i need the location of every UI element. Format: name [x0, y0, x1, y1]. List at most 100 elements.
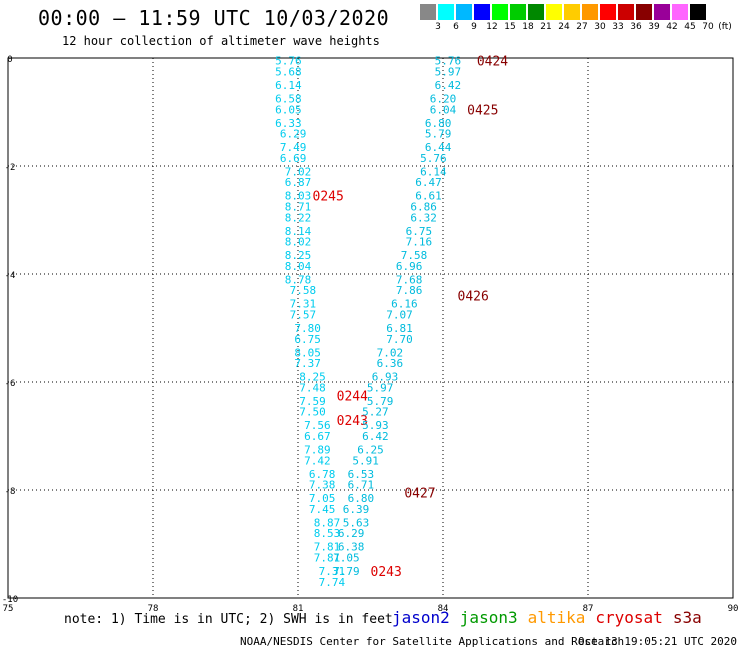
color-scale-swatch [672, 4, 688, 20]
time-label: 0245 [313, 190, 344, 205]
wave-height-label: 7.79 [333, 565, 360, 578]
time-label: 0243 [337, 414, 368, 429]
color-scale-unit: (ft) [718, 22, 732, 32]
wave-height-label: 6.29 [338, 527, 365, 540]
wave-height-label: 7.80 [294, 322, 321, 335]
wave-height-label: 6.29 [280, 128, 307, 141]
wave-height-label: 6.75 [406, 225, 433, 238]
color-scale-label: 15 [504, 22, 516, 32]
wave-height-label: 8.25 [285, 249, 312, 262]
wave-height-label: 6.86 [410, 201, 437, 214]
wave-height-label: 5.63 [343, 516, 370, 529]
wave-height-label: 6.80 [425, 117, 452, 130]
time-label: 0243 [371, 565, 402, 580]
wave-height-label: 7.68 [396, 273, 423, 286]
wave-height-label: 7.45 [309, 503, 336, 516]
wave-height-label: 7.81 [314, 552, 341, 565]
wave-height-label: 5.93 [362, 419, 389, 432]
wave-height-label: 7.49 [280, 141, 307, 154]
wave-height-label: 6.25 [357, 444, 384, 457]
time-label: 0427 [404, 487, 435, 502]
wave-height-label: 6.20 [430, 93, 457, 106]
wave-height-label: 7.42 [304, 454, 331, 467]
wave-height-label: 6.36 [377, 357, 404, 370]
x-tick-label: 78 [148, 604, 159, 614]
color-scale-swatch [690, 4, 706, 20]
color-scale-swatch [456, 4, 472, 20]
wave-height-label: 6.81 [386, 322, 413, 335]
wave-height-label: 7.07 [386, 309, 413, 322]
wave-height-label: 8.87 [314, 516, 341, 529]
wave-height-label: 7.70 [386, 333, 413, 346]
wave-height-label: 5.76 [435, 55, 462, 68]
wave-height-label: 6.32 [410, 211, 437, 224]
time-label: 0426 [458, 290, 489, 305]
color-scale-label: 24 [558, 22, 570, 32]
satellite-legend-item: altika [527, 608, 586, 627]
color-scale-swatch [636, 4, 652, 20]
color-scale-label: 70 [702, 22, 714, 32]
wave-height-label: 7.74 [319, 576, 346, 589]
wave-height-label: 6.75 [294, 333, 321, 346]
page-subtitle: 12 hour collection of altimeter wave hei… [62, 34, 380, 48]
wave-height-label: 7.02 [377, 346, 404, 359]
satellite-legend-item: s3a [672, 608, 702, 627]
y-tick-label: 0 [7, 55, 12, 65]
wave-height-label: 8.02 [285, 236, 312, 249]
color-scale-swatch [528, 4, 544, 20]
color-scale-swatch [492, 4, 508, 20]
y-tick-label: -4 [5, 271, 16, 281]
color-scale-swatch [582, 4, 598, 20]
color-scale-swatch [510, 4, 526, 20]
wave-height-label: 5.79 [425, 128, 452, 141]
wave-height-label: 5.97 [435, 66, 462, 79]
wave-height-label: 7.58 [290, 284, 317, 297]
color-scale-label: 27 [576, 22, 588, 32]
wave-height-label: 6.38 [338, 541, 365, 554]
wave-height-label: 8.53 [314, 527, 341, 540]
wave-height-label: 8.78 [285, 273, 312, 286]
color-scale-swatch [564, 4, 580, 20]
wave-height-label: 8.03 [285, 190, 312, 203]
color-scale-swatch [420, 4, 436, 20]
wave-height-label: 7.57 [290, 309, 317, 322]
color-scale-label: 39 [648, 22, 660, 32]
y-tick-label: -8 [5, 487, 16, 497]
wave-height-label: 7.58 [401, 249, 428, 262]
wave-height-label: 6.69 [280, 152, 307, 165]
color-scale-label: 18 [522, 22, 534, 32]
wave-height-label: 7.89 [304, 444, 331, 457]
satellite-legend: jason2 jason3 altika cryosat s3a [392, 608, 712, 627]
time-label: 0424 [477, 55, 508, 70]
color-scale-label: 45 [684, 22, 696, 32]
satellite-legend-item: jason2 [392, 608, 450, 627]
wave-height-label: 5.27 [362, 406, 389, 419]
page-title: 00:00 – 11:59 UTC 10/03/2020 [38, 6, 390, 30]
wave-height-label: 8.71 [285, 201, 312, 214]
x-tick-label: 81 [293, 604, 304, 614]
wave-height-label: 5.79 [367, 395, 394, 408]
wave-height-label: 6.05 [275, 103, 302, 116]
color-scale-label: 21 [540, 22, 552, 32]
wave-height-label: 6.44 [425, 141, 452, 154]
wave-height-label: 7.81 [314, 541, 341, 554]
color-scale-swatch [618, 4, 634, 20]
wave-height-label: 6.42 [362, 430, 389, 443]
wave-height-label: 7.02 [285, 165, 312, 178]
color-scale-label: 9 [471, 22, 477, 32]
color-scale-swatch [474, 4, 490, 20]
wave-height-label: 6.71 [348, 479, 375, 492]
color-scale-swatch [438, 4, 454, 20]
wave-height-label: 7.31 [319, 565, 346, 578]
wave-height-label: 5.91 [352, 454, 379, 467]
timestamp-text: Oct 13 19:05:21 UTC 2020 [578, 635, 737, 648]
wave-height-label: 6.96 [396, 260, 423, 273]
wave-height-label: 8.22 [285, 211, 312, 224]
color-scale-swatch [546, 4, 562, 20]
wave-height-label: 7.05 [309, 492, 336, 505]
wave-height-label: 6.93 [372, 371, 399, 384]
wave-height-label: 7.38 [309, 479, 336, 492]
wave-height-label: 6.47 [415, 176, 442, 189]
